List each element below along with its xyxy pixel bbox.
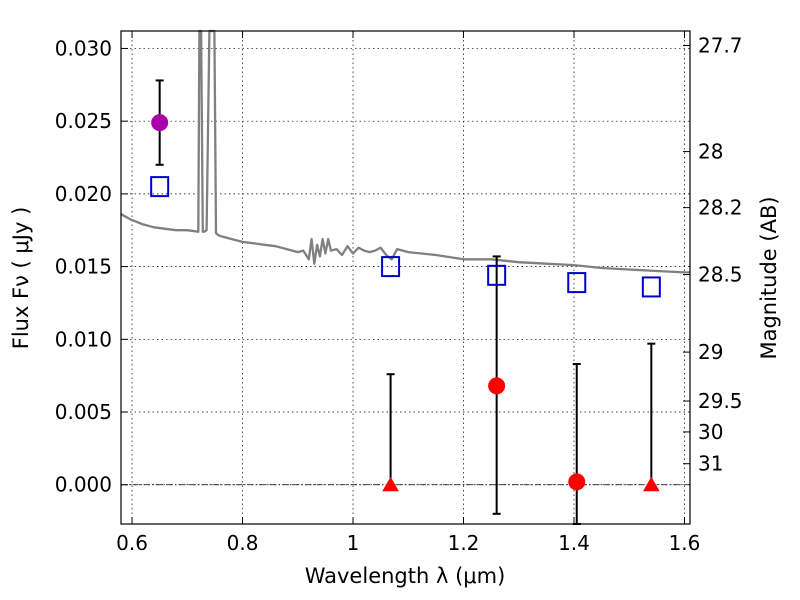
spectrum-line	[120, 29, 690, 274]
x-tick-label: 0.6	[116, 531, 148, 555]
y-tick-label: 0.025	[55, 109, 112, 133]
y2-tick-label: 28.2	[698, 196, 743, 220]
detection-point	[568, 473, 586, 491]
x-tick-label: 1	[347, 531, 360, 555]
y2-axis-label: Magnitude (AB)	[757, 196, 781, 359]
upper-limit-triangle	[382, 476, 399, 492]
model-square-point	[567, 272, 587, 294]
y2-tick-label: 28	[698, 140, 723, 164]
x-axis-label: Wavelength λ (μm)	[305, 564, 506, 588]
grid-lines	[121, 31, 690, 524]
x-tick-label: 0.8	[227, 531, 259, 555]
optical-point	[151, 114, 169, 132]
x-tick-label: 1.4	[558, 531, 590, 555]
y2-tick-label: 31	[698, 452, 723, 476]
model-square-point	[381, 256, 401, 278]
y2-tick-label: 27.7	[698, 34, 743, 58]
y2-tick-label: 29	[698, 340, 723, 364]
x-tick-label: 1.2	[448, 531, 480, 555]
y-tick-label: 0.015	[55, 255, 112, 279]
y2-tick-label: 29.5	[698, 389, 743, 413]
axis-ticks: 0.6 0.8 1 1.2 1.4 1.6 0.000 0.005 0.010 0.015 0.02…	[55, 31, 743, 555]
plot-frame	[120, 30, 691, 525]
y-tick-label: 0.000	[55, 473, 112, 497]
y2-tick-label: 30	[698, 420, 723, 444]
model-square-point	[150, 176, 170, 198]
y-tick-label: 0.005	[55, 400, 112, 424]
model-square-point	[487, 264, 507, 286]
upper-limit-triangle	[642, 476, 660, 492]
y-tick-label: 0.020	[55, 182, 112, 206]
x-tick-label: 1.6	[669, 531, 701, 555]
y-tick-label: 0.010	[55, 327, 112, 351]
model-spectrum	[120, 29, 690, 274]
y2-tick-label: 28.5	[698, 263, 743, 287]
model-square-point	[641, 276, 661, 298]
y-axis-label: Flux Fν ( μJy )	[9, 207, 33, 350]
error-bars	[155, 79, 656, 525]
data-markers	[150, 114, 661, 492]
y-tick-label: 0.030	[55, 36, 112, 60]
detection-point	[488, 377, 506, 395]
